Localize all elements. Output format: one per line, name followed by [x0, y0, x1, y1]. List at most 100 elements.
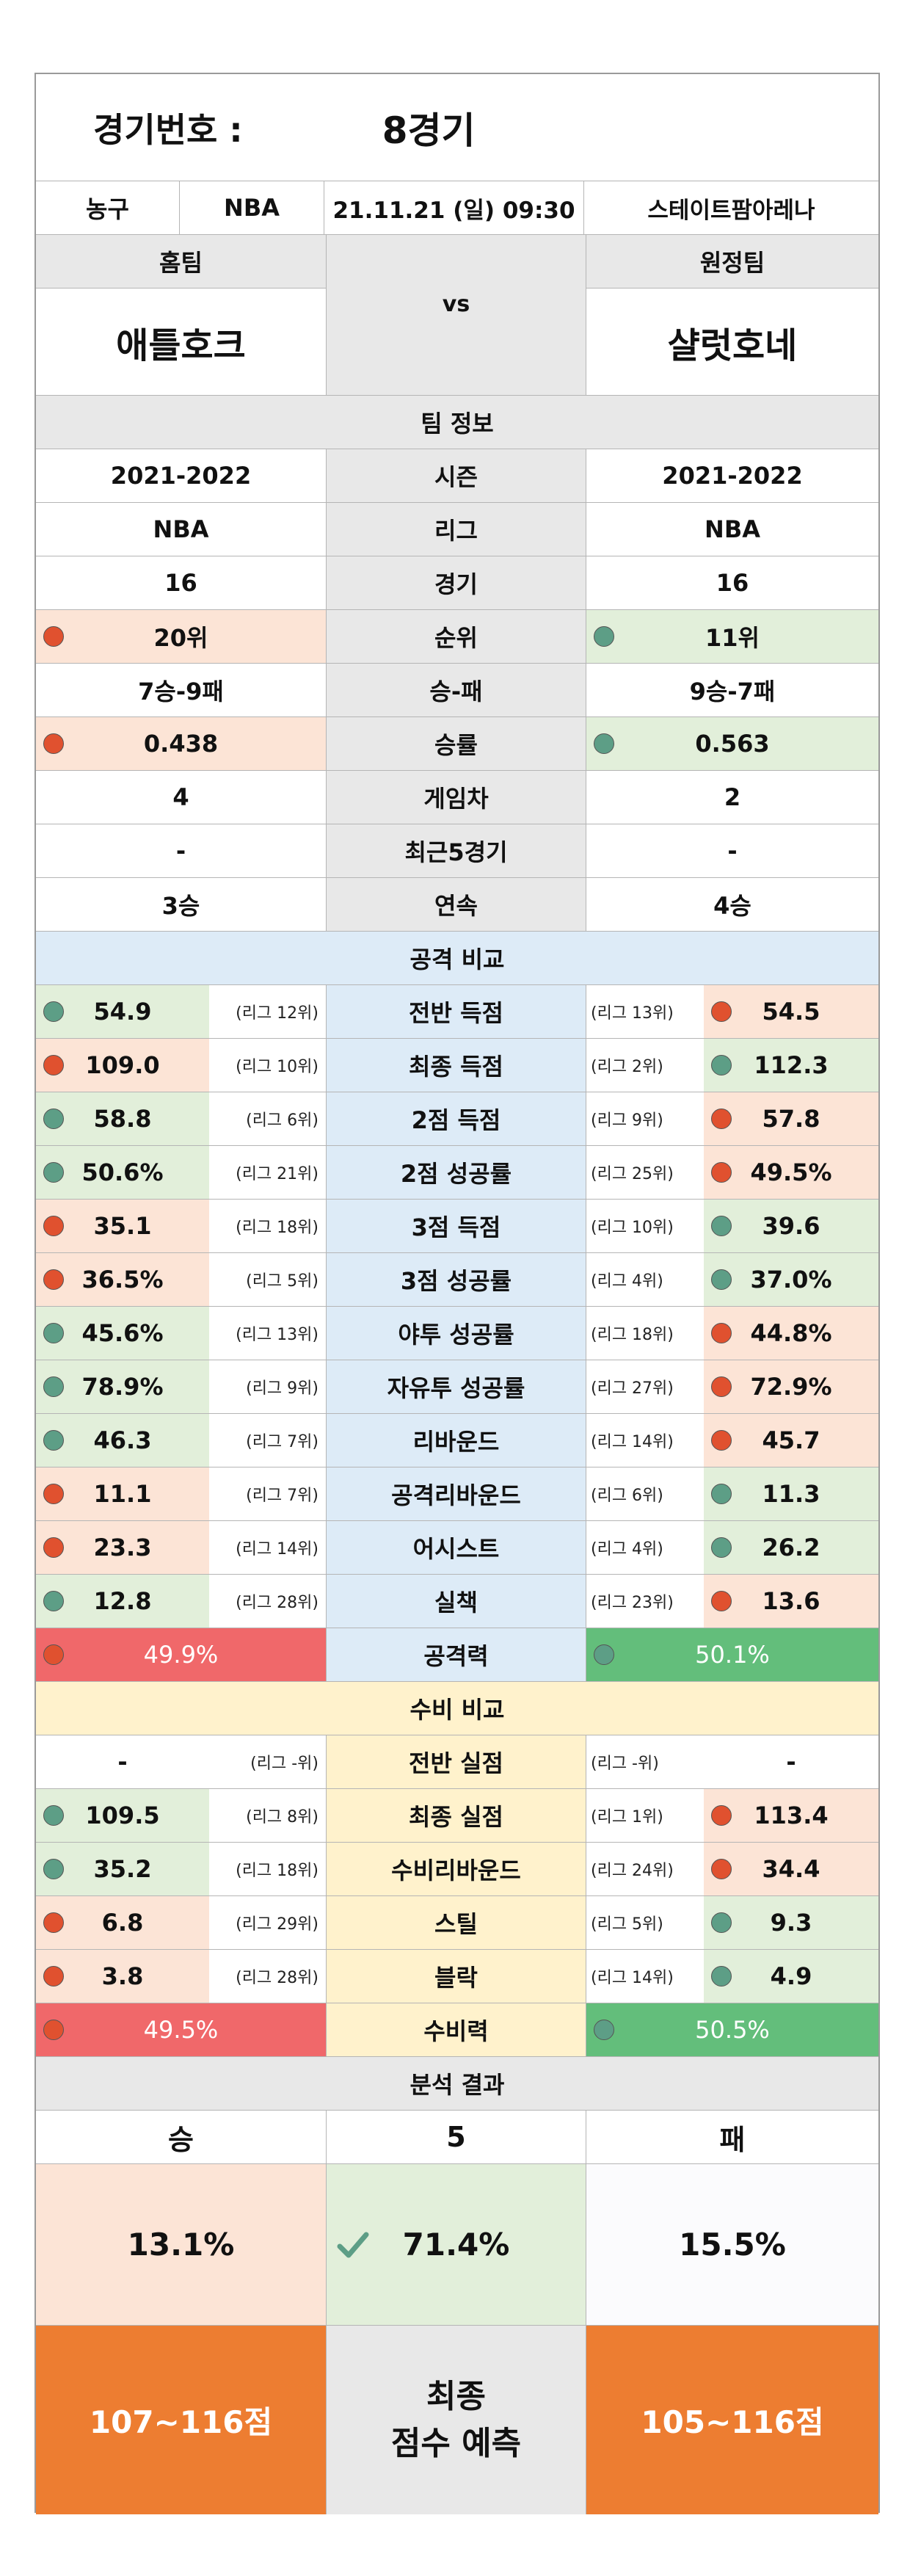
defense-away-rank: (리그 14위) — [586, 1950, 704, 2003]
loss-label: 패 — [586, 2111, 878, 2164]
away-compare-indicator-icon — [711, 1966, 732, 1987]
offense-home-rank: (리그 14위) — [209, 1521, 327, 1575]
offense-away-rank: (리그 25위) — [586, 1146, 704, 1200]
home-compare-indicator-icon — [43, 1001, 64, 1022]
offense-home-value-text: 54.9 — [93, 998, 152, 1026]
offense-home-value-text: 35.1 — [93, 1212, 152, 1240]
away-score-prediction: 105~116점 — [586, 2326, 878, 2514]
offense-away-value-text: 45.7 — [762, 1426, 820, 1454]
offense-home-value: 54.9 — [36, 985, 209, 1039]
offense-away-rank: (리그 18위) — [586, 1307, 704, 1360]
away-compare-indicator-icon — [711, 1912, 732, 1933]
team-info-label: 게임차 — [327, 771, 586, 824]
home-compare-indicator-icon — [43, 1484, 64, 1504]
home-offense-indicator-icon — [43, 1644, 64, 1665]
home-defense-power: 49.5% — [36, 2003, 327, 2057]
vs-cell: vs — [327, 289, 586, 396]
offense-away-value: 112.3 — [704, 1039, 878, 1092]
offense-away-value-text: 11.3 — [762, 1480, 820, 1508]
defense-stat-label: 스틸 — [327, 1896, 586, 1950]
draw-percent: 71.4% — [402, 2227, 510, 2263]
defense-stat-label: 블락 — [327, 1950, 586, 2003]
score-prediction-label: 최종 점수 예측 — [327, 2326, 586, 2514]
team-info-title: 팀 정보 — [36, 396, 878, 449]
offense-away-rank: (리그 4위) — [586, 1521, 704, 1575]
offense-home-value: 23.3 — [36, 1521, 209, 1575]
offense-away-value: 45.7 — [704, 1414, 878, 1467]
team-info-away-text: 2021-2022 — [662, 462, 803, 490]
defense-home-value: 109.5 — [36, 1789, 209, 1843]
defense-home-value-text: - — [117, 1748, 128, 1776]
match-value: 8경기 — [382, 109, 476, 152]
defense-home-rank: (리그 8위) — [209, 1789, 327, 1843]
away-compare-indicator-icon — [711, 1216, 732, 1236]
offense-home-rank: (리그 9위) — [209, 1360, 327, 1414]
home-compare-indicator-icon — [43, 1162, 64, 1183]
defense-away-value-text: 9.3 — [770, 1909, 812, 1937]
offense-stat-label: 자유투 성공률 — [327, 1360, 586, 1414]
offense-away-value: 54.5 — [704, 985, 878, 1039]
offense-home-value: 11.1 — [36, 1467, 209, 1521]
team-info-label: 시즌 — [327, 449, 586, 503]
match-header: 경기번호 : 8경기 — [36, 74, 878, 181]
team-info-away-value: - — [586, 824, 878, 878]
defense-home-value: 35.2 — [36, 1843, 209, 1896]
offense-away-value: 37.0% — [704, 1253, 878, 1307]
offense-home-value: 50.6% — [36, 1146, 209, 1200]
defense-away-value-text: - — [786, 1748, 796, 1776]
offense-home-value-text: 12.8 — [93, 1587, 152, 1615]
offense-away-value-text: 49.5% — [750, 1158, 832, 1186]
offense-away-value: 72.9% — [704, 1360, 878, 1414]
away-compare-indicator-icon — [711, 1484, 732, 1504]
home-compare-indicator-icon — [43, 1109, 64, 1129]
away-compare-indicator-icon — [711, 1269, 732, 1290]
home-rank-indicator-icon — [43, 733, 64, 754]
check-icon — [337, 2232, 369, 2257]
away-offense-power: 50.1% — [586, 1628, 878, 1682]
offense-stat-label: 3점 득점 — [327, 1200, 586, 1253]
home-compare-indicator-icon — [43, 1591, 64, 1611]
team-info-home-text: - — [175, 837, 186, 865]
away-offense-indicator-icon — [594, 1644, 614, 1665]
predict-line-2: 점수 예측 — [390, 2424, 522, 2462]
offense-stat-label: 전반 득점 — [327, 985, 586, 1039]
team-info-home-text: 0.438 — [143, 730, 219, 758]
away-compare-indicator-icon — [711, 1430, 732, 1451]
offense-away-value-text: 72.9% — [750, 1373, 832, 1401]
home-compare-indicator-icon — [43, 1269, 64, 1290]
defense-stat-label: 최종 실점 — [327, 1789, 586, 1843]
home-defense-indicator-icon — [43, 2020, 64, 2040]
team-info-away-value: 0.563 — [586, 717, 878, 771]
defense-away-value-text: 113.4 — [754, 1802, 829, 1829]
away-compare-indicator-icon — [711, 1001, 732, 1022]
team-info-away-value: 4승 — [586, 878, 878, 932]
team-info-home-value: 2021-2022 — [36, 449, 327, 503]
team-info-home-text: 16 — [164, 569, 197, 597]
team-info-label: 승률 — [327, 717, 586, 771]
offense-stat-label: 3점 성공률 — [327, 1253, 586, 1307]
offense-home-value-text: 78.9% — [81, 1373, 164, 1401]
home-compare-indicator-icon — [43, 1216, 64, 1236]
team-info-away-text: NBA — [705, 515, 760, 543]
result-title: 분석 결과 — [36, 2057, 878, 2111]
offense-stat-label: 공격리바운드 — [327, 1467, 586, 1521]
offense-away-rank: (리그 2위) — [586, 1039, 704, 1092]
team-info-label: 최근5경기 — [327, 824, 586, 878]
offense-stat-label: 어시스트 — [327, 1521, 586, 1575]
team-info-home-value: 20위 — [36, 610, 327, 664]
team-info-label: 순위 — [327, 610, 586, 664]
offense-away-value: 26.2 — [704, 1521, 878, 1575]
home-compare-indicator-icon — [43, 1323, 64, 1343]
datetime-cell: 21.11.21 (일) 09:30 — [324, 181, 584, 235]
away-defense-indicator-icon — [594, 2020, 614, 2040]
home-team-name: 애틀호크 — [36, 289, 327, 396]
home-compare-indicator-icon — [43, 1430, 64, 1451]
defense-home-value: 6.8 — [36, 1896, 209, 1950]
offense-away-rank: (리그 6위) — [586, 1467, 704, 1521]
offense-home-value-text: 46.3 — [93, 1426, 152, 1454]
team-info-home-value: NBA — [36, 503, 327, 556]
team-info-away-text: 4승 — [713, 892, 751, 920]
offense-home-rank: (리그 7위) — [209, 1467, 327, 1521]
defense-away-value: 4.9 — [704, 1950, 878, 2003]
team-info-home-text: 20위 — [153, 624, 208, 652]
